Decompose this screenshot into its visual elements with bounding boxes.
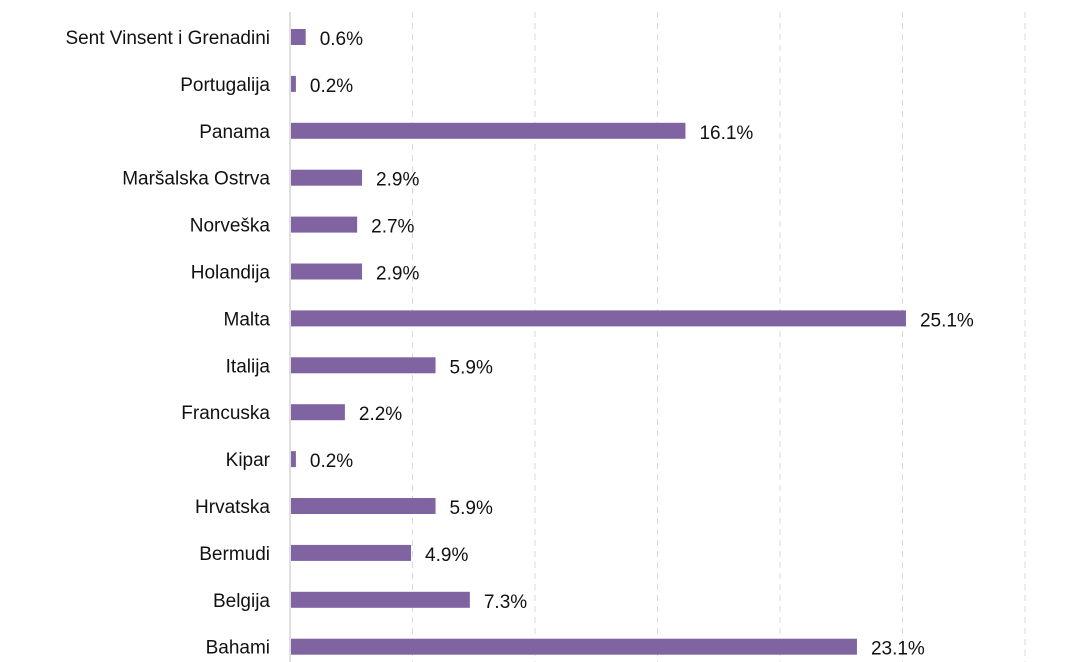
data-label: 5.9% — [450, 498, 493, 519]
bar — [291, 169, 363, 186]
bars — [291, 29, 906, 655]
data-label: 0.2% — [310, 451, 353, 472]
bar — [291, 29, 306, 45]
data-label: 2.2% — [359, 404, 402, 425]
data-label: 0.6% — [320, 29, 363, 50]
data-label: 2.9% — [376, 264, 419, 285]
data-label: 2.9% — [376, 170, 419, 191]
bar — [291, 591, 470, 608]
bar — [291, 122, 686, 139]
data-label: 4.9% — [425, 545, 468, 566]
category-label: Maršalska Ostrva — [122, 169, 270, 190]
bar — [291, 638, 857, 655]
data-label: 5.9% — [450, 357, 493, 378]
category-label: Sent Vinsent i Grenadini — [65, 28, 270, 49]
gridlines — [412, 12, 1026, 662]
bar — [291, 75, 296, 92]
data-label: 2.7% — [371, 217, 414, 238]
bar — [291, 310, 906, 327]
bar — [291, 263, 363, 280]
category-label: Kipar — [226, 450, 271, 471]
category-label: Bermudi — [199, 544, 270, 565]
data-label: 25.1% — [920, 310, 974, 331]
category-label: Norveška — [190, 216, 271, 237]
category-labels: Sent Vinsent i Grenadini Portugalija Panam… — [65, 28, 270, 659]
bar — [291, 357, 436, 374]
bar — [291, 216, 358, 233]
category-label: Francuska — [181, 403, 270, 424]
data-label: 16.1% — [699, 123, 753, 144]
value-labels: 0.6% 0.2% 16.1% 2.9% 2.7% 2.9% 25.1% 5.9% 2.2% 0.… — [310, 29, 974, 660]
category-label: Hrvatska — [195, 497, 270, 518]
data-label: 7.3% — [484, 592, 527, 613]
bar — [291, 404, 345, 421]
category-label: Panama — [199, 122, 270, 143]
category-label: Belgija — [213, 591, 270, 612]
category-label: Bahami — [206, 638, 270, 659]
category-label: Holandija — [191, 263, 271, 284]
bar — [291, 498, 436, 514]
bar — [291, 544, 412, 561]
data-label: 0.2% — [310, 76, 353, 97]
category-label: Malta — [224, 309, 271, 330]
data-label: 23.1% — [871, 639, 925, 660]
category-label: Portugalija — [180, 75, 270, 96]
category-label: Italija — [226, 356, 271, 377]
bar — [291, 451, 296, 468]
